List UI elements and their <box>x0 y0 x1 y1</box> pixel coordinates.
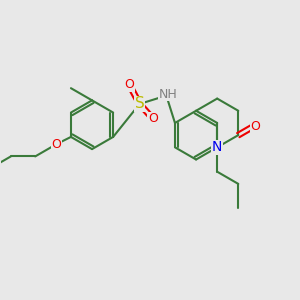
Text: O: O <box>51 138 61 151</box>
Text: O: O <box>124 78 134 91</box>
Text: O: O <box>250 120 260 133</box>
Text: NH: NH <box>158 88 177 100</box>
Text: S: S <box>135 96 145 111</box>
Text: O: O <box>148 112 158 125</box>
Text: N: N <box>212 140 222 154</box>
